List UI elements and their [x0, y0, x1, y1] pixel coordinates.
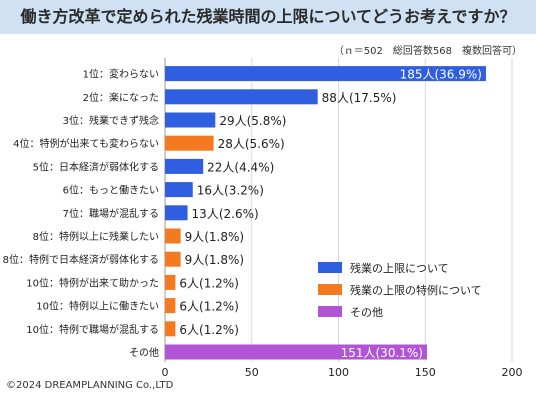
x-tick-label: 200: [502, 366, 523, 379]
category-label: 1位：変わらない: [83, 68, 159, 81]
bar: [165, 89, 318, 105]
x-tick-label: 150: [415, 366, 436, 379]
bar: [165, 182, 193, 198]
data-label: 22人(4.4%): [207, 160, 274, 174]
category-label: 4位：特例が出来ても変わらない: [13, 137, 159, 150]
data-label: 185人(36.9%): [400, 68, 482, 82]
data-label: 16人(3.2%): [197, 184, 264, 198]
category-label: 10位：特例以上に働きたい: [36, 300, 159, 313]
data-label: 9人(1.8%): [185, 253, 245, 267]
chart-title: 働き方改革で定められた残業時間の上限についてどうお考えですか？: [20, 7, 516, 26]
legend-label-other: その他: [350, 306, 383, 319]
x-tick-label: 0: [162, 366, 169, 379]
category-label: 10位：特例で職場が混乱する: [26, 323, 159, 336]
data-label: 88人(17.5%): [322, 91, 397, 105]
x-tick-label: 50: [245, 366, 259, 379]
bar: [165, 112, 216, 128]
category-label: 6位：もっと働きたい: [63, 184, 159, 197]
category-label: 7位：職場が混乱する: [63, 207, 159, 220]
title-band: [0, 0, 536, 34]
category-label: 2位：楽になった: [83, 91, 159, 104]
bar: [165, 158, 204, 174]
legend-swatch-limit: [318, 262, 342, 273]
data-label: 9人(1.8%): [185, 230, 245, 244]
category-label: 10位：特例が出来て助かった: [26, 276, 159, 289]
category-label: 3位：残業できず残念: [63, 114, 159, 127]
copyright: ©2024 DREAMPLANNING Co.,LTD: [6, 380, 174, 391]
x-tick-label: 100: [328, 366, 349, 379]
bar: [165, 298, 176, 314]
bar: [165, 66, 486, 82]
bar: [165, 205, 188, 221]
sample-note: （ｎ＝502 総回答数568 複数回答可）: [333, 46, 522, 57]
data-label: 28人(5.6%): [218, 137, 285, 151]
data-label: 6人(1.2%): [179, 300, 239, 314]
bar: [165, 251, 181, 267]
bar: [165, 228, 181, 244]
legend-label-special: 残業の上限の特例について: [350, 284, 482, 297]
data-label: 13人(2.6%): [192, 207, 259, 221]
bar: [165, 274, 176, 290]
data-label: 151人(30.1%): [341, 346, 423, 360]
bar: [165, 321, 176, 337]
legend-swatch-special: [318, 284, 342, 295]
category-label: 8位：特例で日本経済が弱体化する: [3, 253, 159, 266]
bar: [165, 135, 214, 151]
data-label: 6人(1.2%): [179, 323, 239, 337]
category-label: 8位：特例以上に残業したい: [33, 230, 159, 243]
category-label: 5位：日本経済が弱体化する: [33, 160, 159, 173]
legend-label-limit: 残業の上限について: [350, 262, 449, 275]
category-label: その他: [129, 346, 159, 359]
bar: [165, 344, 427, 360]
data-label: 6人(1.2%): [179, 276, 239, 290]
data-label: 29人(5.8%): [219, 114, 286, 128]
legend-swatch-other: [318, 306, 342, 317]
